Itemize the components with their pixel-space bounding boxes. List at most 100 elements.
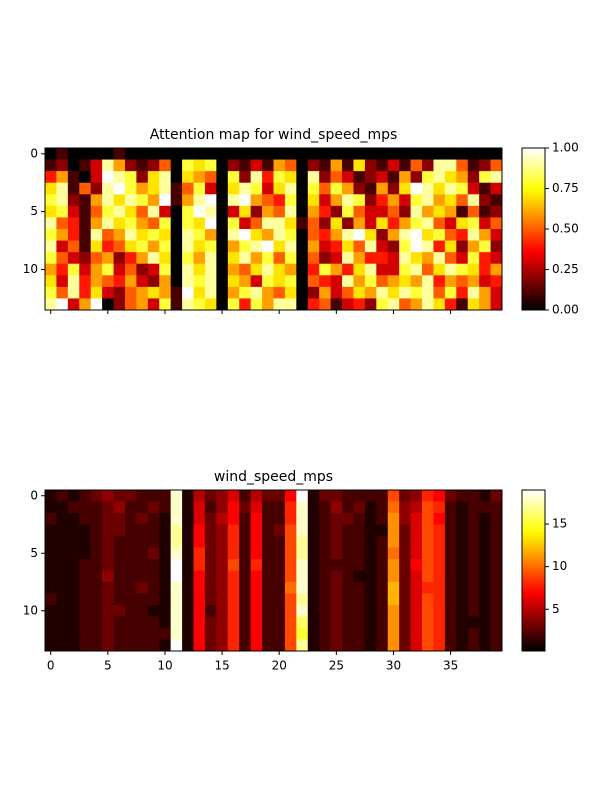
heatmap-cell: [159, 524, 171, 537]
heatmap-cell: [216, 513, 229, 525]
heatmap-cell: [79, 298, 91, 311]
heatmap-cell: [136, 501, 149, 514]
x-tick-label: 35: [443, 659, 458, 673]
heatmap-cell: [387, 559, 400, 571]
heatmap-cell: [67, 605, 80, 617]
heatmap-cell: [284, 605, 297, 617]
heatmap-cell: [319, 275, 331, 288]
heatmap-cell: [307, 593, 320, 606]
heatmap-cell: [490, 616, 503, 629]
heatmap-cell: [79, 593, 91, 606]
y-tick-label: 10: [23, 262, 38, 276]
heatmap-cell: [307, 513, 320, 525]
heatmap-cell: [330, 229, 343, 241]
heatmap-cell: [170, 171, 183, 184]
heatmap-cell: [102, 194, 114, 207]
heatmap-cell: [67, 217, 80, 230]
colorbar-tick-label: 10: [552, 559, 567, 573]
heatmap-cell: [239, 605, 251, 617]
heatmap-cell: [67, 616, 80, 629]
heatmap-cell: [182, 616, 194, 629]
heatmap-cell: [45, 616, 57, 629]
heatmap-cell: [67, 148, 80, 160]
heatmap-cell: [364, 582, 377, 594]
heatmap-cell: [376, 570, 389, 583]
heatmap-cell: [170, 229, 183, 241]
heatmap-cell: [239, 240, 251, 253]
heatmap-cell: [113, 524, 126, 537]
heatmap-cell: [467, 628, 480, 640]
heatmap-cell: [90, 570, 103, 583]
heatmap-cell: [204, 171, 217, 184]
heatmap-cell: [330, 252, 343, 265]
heatmap-cell: [113, 570, 126, 583]
heatmap-cell: [284, 501, 297, 514]
heatmap-cell: [399, 159, 411, 172]
heatmap-cell: [45, 171, 57, 184]
heatmap-cell: [307, 229, 320, 241]
heatmap-cell: [444, 490, 457, 502]
heatmap-cell: [45, 593, 57, 606]
heatmap-cell: [467, 229, 480, 241]
heatmap-cell: [353, 639, 366, 652]
heatmap-cell: [250, 639, 263, 652]
heatmap-cell: [182, 639, 194, 652]
heatmap-cell: [319, 182, 331, 195]
heatmap-cell: [330, 148, 343, 160]
heatmap-cell: [170, 536, 183, 548]
heatmap-cell: [159, 490, 171, 502]
heatmap-cell: [170, 582, 183, 594]
heatmap-cell: [193, 148, 206, 160]
heatmap-cell: [307, 240, 320, 253]
heatmap-cell: [490, 639, 503, 652]
heatmap-cell: [102, 286, 114, 299]
heatmap-cell: [284, 547, 297, 560]
heatmap-cell: [490, 205, 503, 218]
heatmap-cell: [410, 240, 423, 253]
heatmap-cell: [387, 182, 400, 195]
heatmap-cell: [239, 171, 251, 184]
heatmap-cell: [193, 182, 206, 195]
heatmap-cell: [90, 501, 103, 514]
heatmap-cell: [170, 639, 183, 652]
heatmap-cell: [159, 559, 171, 571]
heatmap-cell: [239, 217, 251, 230]
heatmap-cell: [124, 171, 137, 184]
heatmap-cell: [216, 524, 229, 537]
heatmap-cell: [182, 182, 194, 195]
heatmap-cell: [364, 298, 377, 311]
heatmap-cell: [56, 182, 69, 195]
heatmap-cell: [79, 605, 91, 617]
heatmap-cell: [79, 240, 91, 253]
heatmap-cell: [170, 148, 183, 160]
heatmap-cell: [102, 582, 114, 594]
heatmap-cell: [319, 536, 331, 548]
heatmap-cell: [227, 205, 240, 218]
heatmap-cell: [387, 616, 400, 629]
heatmap-cell: [376, 205, 389, 218]
heatmap-cell: [124, 182, 137, 195]
heatmap-cell: [490, 559, 503, 571]
heatmap-cell: [479, 275, 491, 288]
heatmap-cell: [342, 240, 354, 253]
heatmap-cell: [136, 229, 149, 241]
heatmap-cell: [342, 593, 354, 606]
heatmap-cell: [136, 616, 149, 629]
heatmap-cell: [239, 559, 251, 571]
heatmap-cell: [422, 229, 434, 241]
heatmap-cell: [170, 593, 183, 606]
heatmap-cell: [136, 252, 149, 265]
heatmap-cell: [239, 194, 251, 207]
heatmap-cell: [262, 275, 274, 288]
heatmap-cell: [113, 501, 126, 514]
heatmap-cell: [147, 605, 160, 617]
heatmap-cell: [433, 194, 446, 207]
heatmap-cell: [456, 171, 469, 184]
heatmap-cell: [102, 524, 114, 537]
heatmap-cell: [159, 205, 171, 218]
heatmap-cell: [124, 616, 137, 629]
heatmap-cell: [399, 217, 411, 230]
heatmap-cell: [90, 616, 103, 629]
heatmap-cell: [342, 570, 354, 583]
heatmap-cell: [56, 229, 69, 241]
